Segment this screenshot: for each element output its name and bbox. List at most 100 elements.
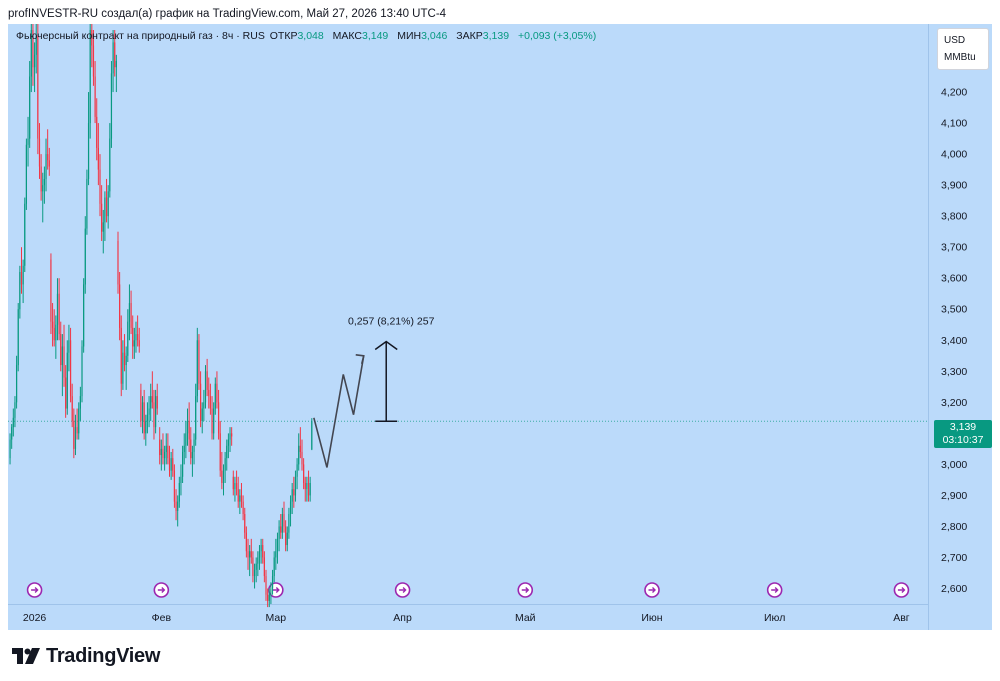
y-tick-label: 2,600 [941, 583, 967, 595]
candle-body [268, 594, 270, 601]
event-marker-arrow [31, 587, 39, 593]
candle-body [278, 526, 280, 539]
candle-body [216, 383, 218, 403]
candle-body [172, 458, 174, 471]
candle-body [35, 36, 37, 55]
candle-body [224, 458, 226, 471]
candle-body [227, 439, 229, 446]
candle-body [78, 408, 80, 434]
candle-body [208, 389, 210, 397]
candle-body [198, 340, 200, 384]
price-chart[interactable]: 4,200 4,100 4,000 3,900 3,800 3,700 3,600 3,500… [8, 24, 992, 630]
candle-body [177, 501, 179, 511]
candle-body [42, 185, 44, 192]
candle-body [12, 417, 14, 428]
candle-body [60, 334, 62, 366]
chart-caption: profINVESTR-RU создал(а) график на Tradi… [8, 8, 447, 20]
candle-body [222, 470, 225, 483]
candle-body [258, 551, 261, 558]
candle-body [267, 594, 269, 601]
candle-body [175, 501, 177, 511]
candle-body [112, 42, 114, 74]
candle-body [27, 138, 29, 145]
candle-body [19, 272, 21, 310]
candle-body [309, 482, 311, 496]
x-tick-label: Июл [764, 612, 785, 624]
low-label: МИН [397, 30, 422, 42]
x-tick-label: Авг [893, 612, 910, 624]
tradingview-brand: TradingView [46, 644, 161, 667]
candle-body [252, 557, 254, 577]
candle-body [204, 371, 207, 403]
candle-body [170, 458, 172, 471]
candle-body [164, 451, 166, 459]
last-price-value: 3,139 [949, 421, 977, 433]
candle-body [105, 197, 108, 217]
x-tick-label: Апр [393, 612, 412, 624]
candle-body [168, 458, 171, 471]
candle-body [178, 482, 180, 502]
candle-body [92, 45, 95, 77]
event-marker-arrow [897, 587, 906, 593]
candle-body [143, 402, 145, 434]
candle-body [307, 482, 310, 496]
candle-body [14, 402, 16, 418]
candle-body [115, 61, 117, 68]
low-value: 3,046 [421, 30, 448, 42]
candle-body [286, 532, 288, 546]
candle-body [68, 340, 70, 353]
currency-unit-selector[interactable]: USD MMBtu [937, 28, 989, 70]
symbol-legend: Фьючерсный контракт на природный газ · 8… [16, 30, 602, 42]
candle-body [104, 197, 106, 223]
candle-body [110, 73, 113, 139]
forecast-path [313, 355, 365, 468]
price-axis-background [928, 24, 992, 630]
candle-body [260, 545, 262, 552]
candle-body [101, 203, 103, 232]
candle-body [128, 303, 131, 322]
candle-body [211, 408, 213, 434]
candle-body [47, 154, 49, 161]
candle-body [281, 514, 283, 533]
candle-body [191, 451, 194, 459]
y-tick-label: 4,100 [941, 118, 967, 130]
measure-label: 0,257 (8,21%) 257 [348, 316, 435, 328]
candle-body [167, 445, 169, 459]
candle-body [11, 427, 13, 440]
candle-body [117, 240, 119, 285]
candle-body [234, 482, 236, 490]
candle-body [242, 501, 244, 515]
candle-body [276, 538, 279, 552]
candle-body [285, 526, 287, 546]
candle-body [221, 470, 223, 483]
candle-body [235, 482, 238, 490]
candle-body [125, 355, 127, 366]
candle-body [262, 545, 264, 558]
last-price-tag: 3,139 03:10:37 [934, 420, 992, 448]
candle-body [76, 427, 78, 434]
candle-body [239, 495, 241, 502]
candle-body [195, 396, 197, 440]
candle-body [206, 371, 208, 390]
y-tick-label: 3,300 [941, 366, 967, 378]
candle-body [185, 433, 187, 446]
candle-body [133, 340, 135, 347]
candle-body [89, 30, 91, 124]
candle-body [71, 396, 73, 421]
chart-area[interactable]: 4,200 4,100 4,000 3,900 3,800 3,700 3,600 3,500… [8, 24, 992, 630]
candle-body [229, 433, 231, 440]
candle-body [249, 551, 251, 558]
candle-body [160, 448, 162, 456]
candle-body [9, 439, 11, 459]
candle-body [146, 414, 149, 421]
event-marker-arrow [399, 587, 407, 593]
candle-body [20, 272, 23, 285]
close-label: ЗАКР [456, 30, 483, 42]
y-tick-label: 3,900 [941, 180, 967, 192]
y-tick-label: 3,400 [941, 335, 967, 347]
candle-body [237, 489, 239, 502]
candle-body [301, 451, 303, 465]
candle-body [240, 495, 243, 502]
candle-body [24, 203, 26, 266]
candle-body [214, 383, 216, 409]
